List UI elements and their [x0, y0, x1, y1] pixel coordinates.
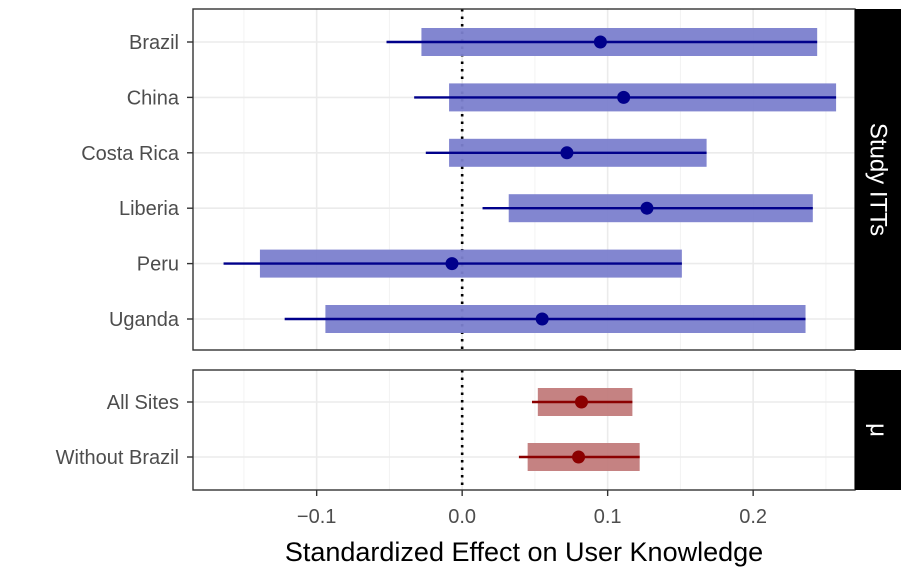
strip-label: μ	[865, 423, 892, 437]
panel-mu: All Sites Without Brazil μ	[56, 369, 901, 491]
point-estimate	[535, 312, 549, 326]
point-estimate	[574, 395, 588, 409]
point-estimate	[593, 35, 607, 49]
strip-background	[855, 9, 901, 350]
y-tick-label: All Sites	[107, 392, 179, 414]
x-tick-label: 0.0	[448, 506, 476, 528]
point-estimate	[445, 257, 459, 271]
y-tick-label: Liberia	[119, 198, 180, 220]
strip-label: Study ITTs	[865, 123, 892, 236]
point-estimate	[560, 146, 574, 160]
panel-background	[193, 9, 855, 350]
y-tick-label: Brazil	[129, 32, 179, 54]
y-tick-label: Uganda	[109, 309, 180, 331]
panel-study-itts: Brazil China Costa Rica Liberia Peru Uganda St…	[81, 8, 901, 351]
point-estimate	[572, 450, 586, 464]
y-tick-label: Without Brazil	[56, 447, 179, 469]
x-tick-label: 0.1	[594, 506, 622, 528]
point-estimate	[617, 90, 631, 104]
x-axis-title: Standardized Effect on User Knowledge	[285, 537, 763, 567]
x-tick-label: 0.2	[739, 506, 767, 528]
strip-background	[855, 370, 901, 490]
panel-background	[193, 370, 855, 490]
point-estimate	[640, 201, 654, 215]
x-tick-label: −0.1	[297, 506, 336, 528]
y-tick-label: Costa Rica	[81, 143, 180, 165]
y-tick-label: China	[127, 87, 180, 109]
y-tick-label: Peru	[137, 254, 179, 276]
